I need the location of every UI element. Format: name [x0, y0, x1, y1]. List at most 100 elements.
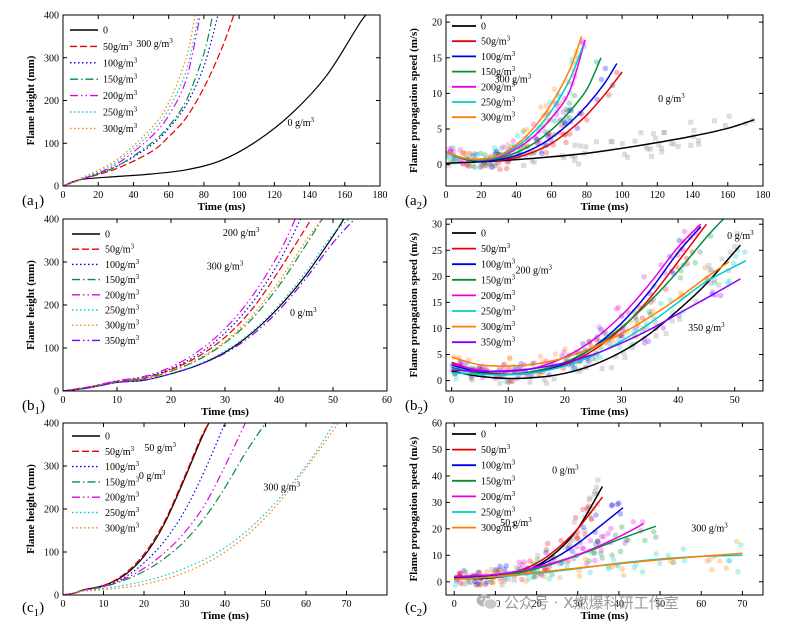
scatter-point	[546, 576, 553, 582]
scatter-point	[630, 519, 637, 525]
x-tick-label: 20	[166, 395, 176, 406]
x-tick-label: 20	[476, 190, 486, 201]
scatter-point	[490, 579, 497, 586]
scatter-point	[639, 328, 645, 334]
x-tick-label: 80	[582, 190, 592, 201]
series-line-250	[63, 15, 200, 186]
x-tick-label: 0	[452, 599, 457, 610]
scatter-point	[586, 359, 592, 365]
scatter-point	[591, 491, 597, 497]
scatter-point	[493, 149, 499, 155]
plot-area	[446, 36, 756, 173]
legend-label-text: 100g/m	[105, 462, 136, 473]
scatter-point	[497, 380, 503, 386]
annotation-sup: 3	[681, 92, 685, 100]
scatter-point	[586, 558, 592, 564]
legend-label-text: 150g/m	[105, 275, 136, 286]
scatter-point	[551, 376, 557, 382]
legend-label: 100g/m3	[105, 460, 140, 473]
scatter-point	[472, 151, 479, 157]
scatter-point	[669, 318, 675, 324]
scatter-point	[484, 568, 490, 575]
scatter-point	[574, 125, 581, 131]
series-line-350	[451, 278, 741, 372]
scatter-point	[468, 375, 475, 382]
scatter-point	[592, 488, 598, 494]
scatter-point	[512, 369, 518, 375]
scatter-point	[734, 538, 740, 545]
scatter-point	[496, 567, 503, 573]
y-tick-label: 30	[432, 498, 442, 509]
scatter-point	[567, 538, 573, 544]
scatter-point	[592, 557, 598, 564]
scatter-point	[470, 163, 476, 169]
legend-label-sup: 3	[512, 258, 516, 266]
scatter-point	[563, 545, 569, 551]
axes-frame	[445, 422, 764, 596]
x-tick-label: 100	[232, 190, 247, 201]
scatter-point	[529, 158, 535, 164]
scatter-point	[503, 563, 510, 569]
scatter-point	[562, 120, 569, 126]
scatter-point	[659, 149, 665, 155]
scatter-point	[602, 65, 609, 72]
legend-label-text: 250g/m	[105, 306, 136, 317]
scatter-point	[622, 354, 628, 360]
y-tick-label: 200	[44, 96, 59, 107]
legend-label: 200g/m3	[481, 490, 516, 503]
scatter-point	[630, 345, 635, 350]
scatter-point	[531, 367, 537, 373]
scatter-point	[521, 163, 527, 168]
scatter-point	[633, 317, 640, 323]
legend-label-sup: 3	[512, 65, 516, 73]
series-line-0	[451, 244, 741, 380]
scatter-point	[726, 268, 732, 273]
y-tick-label: 0	[437, 376, 442, 387]
scatter-point	[727, 558, 733, 564]
scatter-point	[582, 528, 588, 533]
scatter-point	[743, 121, 749, 126]
scatter-point	[564, 563, 570, 570]
y-tick-label: 0	[54, 387, 59, 398]
scatter-point	[677, 275, 684, 281]
scatter-point	[708, 268, 714, 274]
legend-label-text: 50g/m	[481, 37, 507, 48]
scatter-point	[613, 306, 620, 312]
scatter-point	[544, 380, 550, 386]
scatter-point	[617, 511, 624, 517]
scatter-point	[594, 538, 601, 544]
scatter-point	[446, 154, 451, 160]
y-tick-label: 200	[44, 505, 59, 516]
scatter-point	[478, 579, 484, 585]
wechat-icon	[476, 593, 498, 611]
scatter-point	[605, 565, 612, 572]
scatter-point	[722, 123, 728, 128]
scatter-point	[492, 370, 497, 376]
annotation-text: 50 g/m	[144, 443, 172, 454]
y-tick-label: 400	[44, 419, 59, 430]
scatter-point	[688, 119, 694, 125]
scatter-point	[544, 540, 551, 547]
annotation-text: 300 g/m	[136, 39, 169, 50]
scatter-point	[619, 524, 625, 530]
scatter-point	[677, 290, 684, 296]
legend-label: 0	[105, 230, 110, 241]
y-tick-label: 300	[44, 53, 59, 64]
legend-label-sup: 3	[512, 273, 516, 281]
y-axis-label: Flame propagation speed (m/s)	[408, 436, 420, 581]
scatter-point	[593, 139, 599, 145]
scatter-point	[514, 132, 521, 139]
legend-label-sup: 3	[507, 242, 511, 250]
scatter-point	[663, 331, 669, 336]
scatter-point	[631, 332, 637, 338]
annotation-sup: 3	[721, 321, 725, 329]
scatter-point	[719, 256, 725, 262]
legend-label-text: 50g/m	[103, 42, 129, 53]
scatter-point	[457, 570, 464, 577]
series-line-250	[63, 423, 335, 595]
scatter-point	[467, 163, 473, 169]
scatter-point	[530, 574, 537, 580]
scatter-point	[653, 333, 659, 339]
panel-label: (a2)	[405, 193, 427, 212]
x-tick-label: 80	[199, 190, 209, 201]
